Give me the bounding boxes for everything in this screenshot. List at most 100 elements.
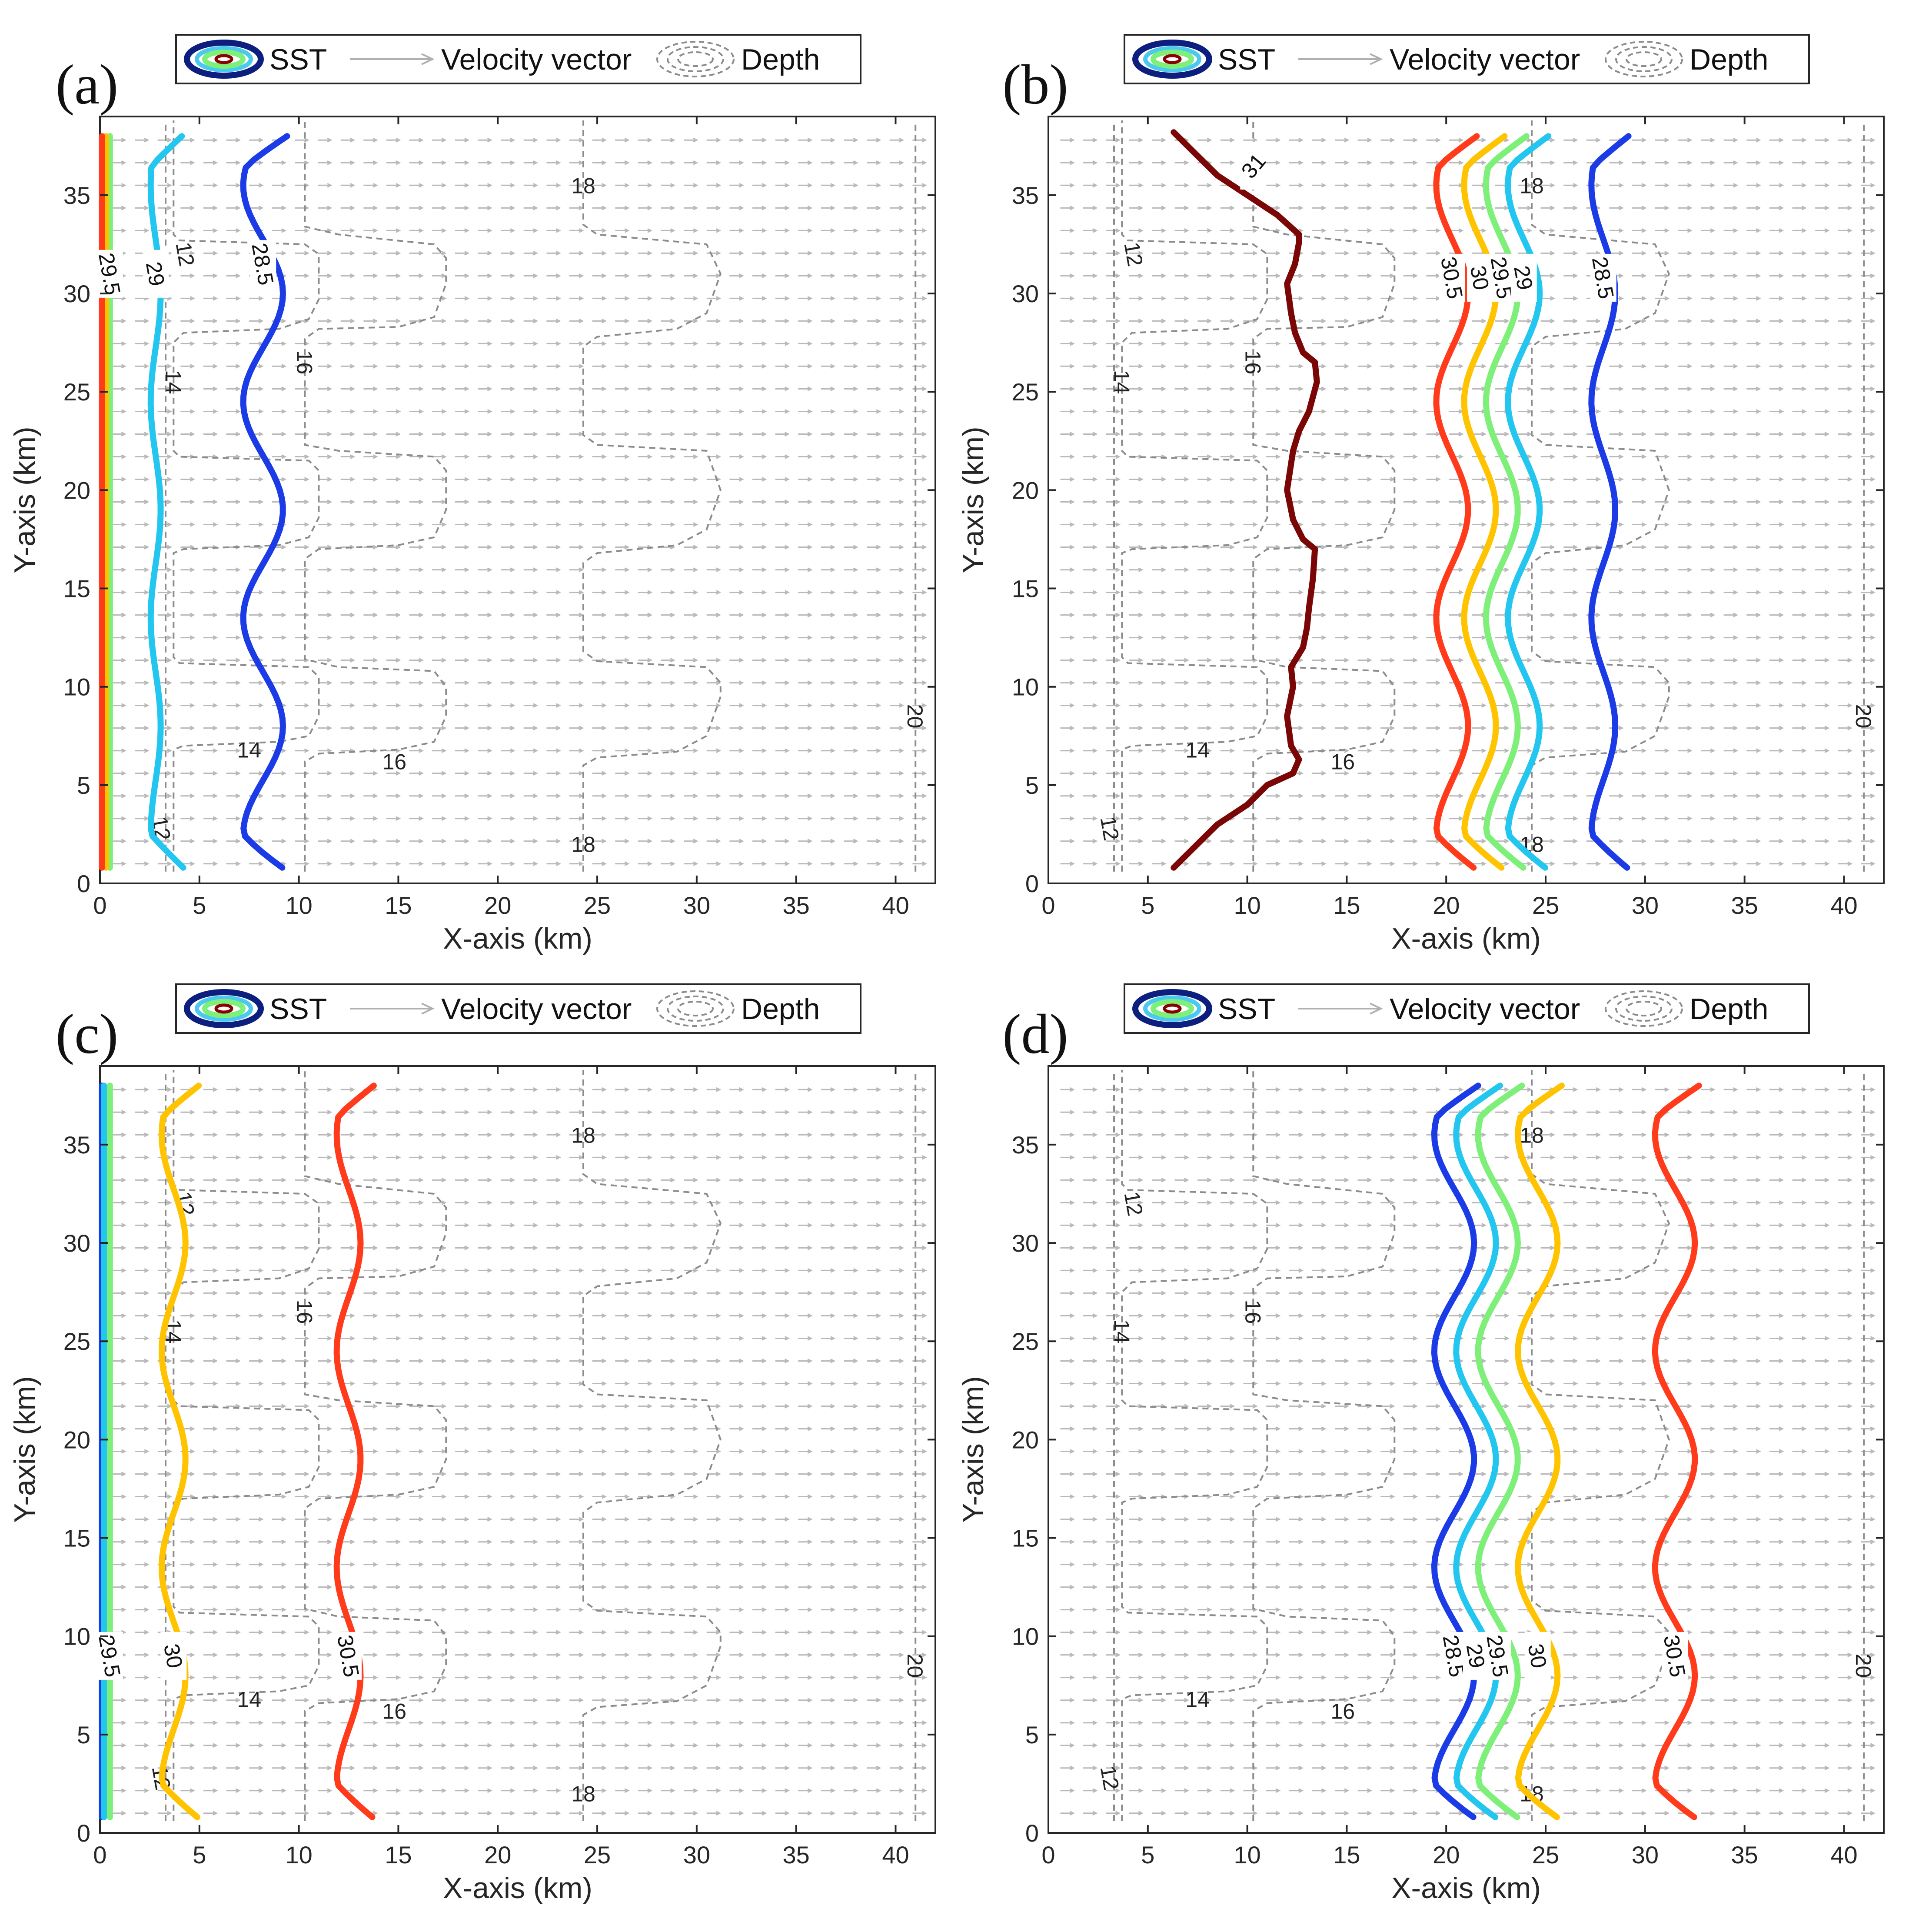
velocity-vector (295, 251, 309, 256)
velocity-vector (112, 590, 126, 595)
velocity-vector (1449, 635, 1464, 640)
velocity-vector (432, 273, 447, 278)
velocity-vector (775, 680, 790, 685)
x-tick-label: 30 (1632, 892, 1659, 919)
velocity-vector (638, 183, 653, 188)
velocity-vector (112, 364, 126, 369)
velocity-vector (1129, 658, 1144, 663)
velocity-vector (455, 273, 470, 278)
velocity-vector (1769, 816, 1784, 821)
velocity-vector (821, 703, 836, 708)
velocity-vector (889, 635, 905, 640)
velocity-vector (706, 137, 722, 143)
velocity-vector (844, 205, 858, 210)
velocity-vector (112, 454, 126, 459)
velocity-vector (1586, 703, 1601, 708)
velocity-vector (1357, 500, 1372, 504)
velocity-vector (684, 183, 698, 188)
velocity-vector (706, 861, 722, 866)
velocity-vector (569, 635, 584, 640)
depth-label: 18 (571, 1782, 595, 1806)
velocity-vector (1586, 748, 1601, 753)
velocity-vector (661, 726, 675, 731)
velocity-vector (546, 500, 561, 504)
velocity-vector (684, 567, 698, 572)
velocity-vector (867, 613, 881, 617)
velocity-vector (638, 228, 653, 233)
velocity-vector (1517, 522, 1533, 527)
velocity-vector (1220, 861, 1235, 866)
velocity-vector (1838, 590, 1853, 595)
velocity-vector (1769, 500, 1784, 504)
velocity-vector (798, 477, 813, 482)
velocity-vector (523, 386, 539, 391)
velocity-vector (729, 613, 744, 617)
velocity-vector (1678, 793, 1693, 799)
velocity-vector (249, 137, 264, 143)
velocity-vector (1266, 839, 1281, 844)
velocity-vector (1700, 545, 1716, 550)
velocity-vector (157, 793, 173, 799)
velocity-vector (180, 296, 195, 301)
velocity-vector (706, 658, 722, 663)
velocity-vector (1129, 680, 1144, 685)
velocity-vector (889, 160, 905, 165)
velocity-vector (1609, 680, 1624, 685)
velocity-vector (889, 861, 905, 866)
velocity-vector (523, 137, 539, 143)
velocity-vector (1472, 500, 1487, 504)
velocity-vector (1792, 861, 1807, 866)
velocity-vector (889, 319, 905, 323)
velocity-vector (1174, 613, 1189, 617)
velocity-vector (684, 454, 698, 459)
velocity-vector (752, 771, 767, 776)
velocity-vector (798, 500, 813, 504)
x-tick-label: 5 (193, 892, 206, 919)
velocity-vector (409, 771, 424, 776)
velocity-vector (112, 341, 126, 346)
velocity-vector (844, 726, 858, 731)
velocity-vector (501, 726, 515, 731)
velocity-vector (409, 658, 424, 663)
velocity-vector (455, 680, 470, 685)
velocity-vector (1380, 861, 1395, 866)
velocity-vector (1678, 613, 1693, 617)
velocity-vector (226, 861, 241, 866)
x-tick-label: 20 (484, 1841, 511, 1869)
velocity-vector (1632, 726, 1647, 731)
velocity-vector (569, 703, 584, 708)
velocity-vector (638, 205, 653, 210)
velocity-vector (1243, 726, 1258, 731)
velocity-vector (386, 319, 401, 323)
velocity-vector (684, 273, 698, 278)
velocity-vector (569, 793, 584, 799)
velocity-vector (912, 341, 927, 346)
velocity-vector (1540, 816, 1555, 821)
velocity-vector (135, 319, 150, 323)
velocity-vector (615, 364, 630, 369)
velocity-vector (1243, 748, 1258, 753)
velocity-vector (798, 432, 813, 436)
velocity-vector (1655, 793, 1670, 799)
velocity-vector (1632, 839, 1647, 844)
velocity-vector (432, 364, 447, 369)
velocity-vector (1815, 545, 1830, 550)
velocity-vector (661, 273, 675, 278)
velocity-vector (1632, 861, 1647, 866)
velocity-vector (1769, 726, 1784, 731)
velocity-vector (638, 703, 653, 708)
velocity-vector (1243, 861, 1258, 866)
x-tick-label: 0 (1041, 892, 1055, 919)
velocity-vector (386, 658, 401, 663)
velocity-vector (1563, 816, 1578, 821)
velocity-vector (615, 726, 630, 731)
velocity-vector (432, 545, 447, 550)
velocity-vector (1174, 748, 1189, 753)
velocity-vector (569, 183, 584, 188)
velocity-vector (1632, 748, 1647, 753)
velocity-vector (386, 703, 401, 708)
velocity-vector (684, 341, 698, 346)
velocity-vector (546, 364, 561, 369)
velocity-vector (272, 839, 287, 844)
velocity-vector (546, 703, 561, 708)
